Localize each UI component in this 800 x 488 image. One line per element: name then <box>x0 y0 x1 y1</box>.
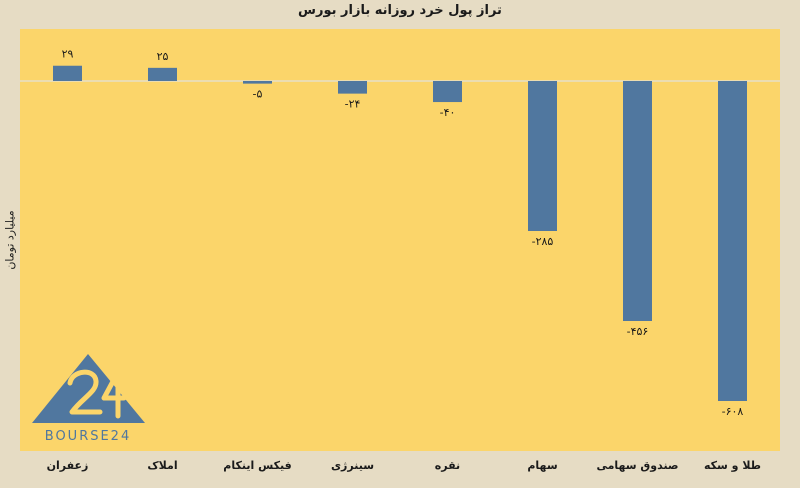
bar-6 <box>528 81 557 231</box>
value-label-2: ۲۵ <box>157 50 169 63</box>
bar-1 <box>53 65 82 81</box>
logo-mark-4 <box>101 369 127 419</box>
value-label-4: -۲۴ <box>345 98 361 111</box>
chart-title: تراز پول خرد روزانه بازار بورس <box>298 3 502 18</box>
bar-5 <box>433 81 462 103</box>
logo-mark <box>67 369 103 415</box>
bar-4 <box>338 81 367 94</box>
category-label-2: املاک <box>147 459 177 472</box>
logo-wordmark: BOURSE24 <box>45 429 131 444</box>
category-label-6: سهام <box>527 459 557 472</box>
value-label-7: -۴۵۶ <box>627 325 649 338</box>
value-label-6: -۲۸۵ <box>532 235 554 248</box>
category-label-1: زعفران <box>47 459 89 472</box>
category-label-8: طلا و سکه <box>704 459 761 472</box>
category-label-5: نقره <box>435 459 460 472</box>
category-label-7: صندوق سهامی <box>596 459 678 472</box>
category-label-3: فیکس اینکام <box>223 459 291 472</box>
bars-group <box>53 65 747 401</box>
labels-group: ۲۹ زعفران ۲۵ املاک -۵ فیکس اینکام -۲۴ سینرژی -۴۰… <box>47 48 761 472</box>
bar-8 <box>718 81 747 401</box>
value-label-3: -۵ <box>253 88 263 101</box>
bar-2 <box>148 67 177 81</box>
plot-area <box>20 29 780 451</box>
bar-7 <box>623 81 652 321</box>
value-label-8: -۶۰۸ <box>722 405 744 418</box>
bar-3 <box>243 81 272 84</box>
value-label-5: -۴۰ <box>440 106 456 119</box>
value-label-1: ۲۹ <box>62 48 74 61</box>
bourse24-logo: BOURSE24 <box>32 354 145 444</box>
category-label-4: سینرژی <box>331 459 374 472</box>
